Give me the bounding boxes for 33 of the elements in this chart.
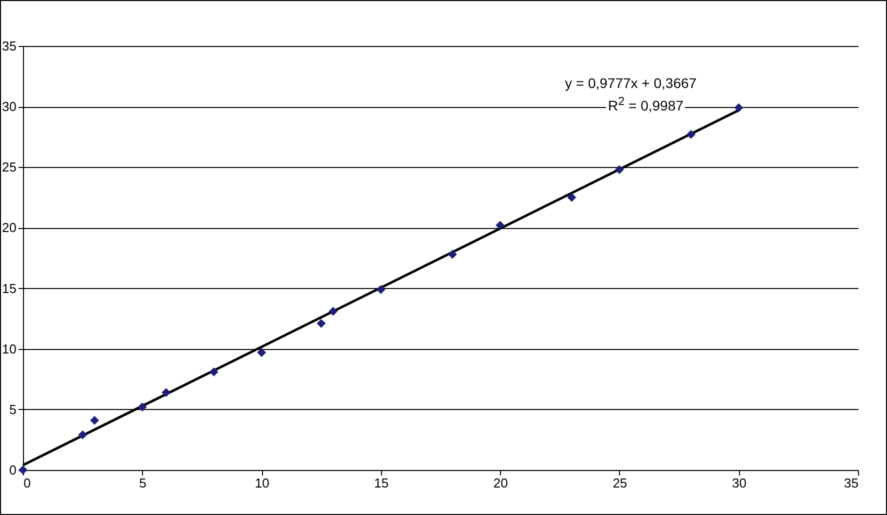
point [78, 430, 88, 440]
y-tick-label: 20 [2, 220, 16, 236]
point [328, 306, 338, 316]
y-tick-label: 25 [2, 160, 16, 175]
point [734, 103, 744, 112]
x-tick-label: 25 [612, 476, 628, 490]
x-tick-label: 10 [254, 476, 270, 490]
x-tick-label: 30 [732, 476, 746, 490]
point [257, 348, 266, 357]
point [376, 285, 386, 294]
point [138, 402, 147, 412]
y-tick-label: 0 [9, 462, 16, 478]
y-tick-label: 15 [2, 280, 16, 296]
point [448, 250, 457, 259]
x-tick-label: 0 [24, 476, 31, 490]
x-tick-label: 20 [493, 476, 508, 490]
y-tick-label: 10 [2, 341, 16, 356]
y-tick-label: 30 [2, 99, 16, 114]
point [496, 220, 505, 230]
point [90, 416, 100, 425]
annotation: R$^{2}$ = 0,9987 [606, 93, 686, 115]
point [162, 388, 171, 397]
y-tick-label: 5 [9, 402, 16, 417]
x-tick-label: 15 [374, 476, 389, 490]
x-tick-label: 5 [139, 476, 146, 490]
point [686, 130, 696, 139]
point [209, 367, 218, 376]
point [567, 192, 576, 202]
annotation: y = 0,9777x + 0,3667 [563, 75, 699, 92]
y-tick-label: 35 [2, 38, 16, 54]
point [614, 165, 624, 174]
x-tick-label: 35 [844, 476, 858, 490]
point [316, 318, 326, 328]
